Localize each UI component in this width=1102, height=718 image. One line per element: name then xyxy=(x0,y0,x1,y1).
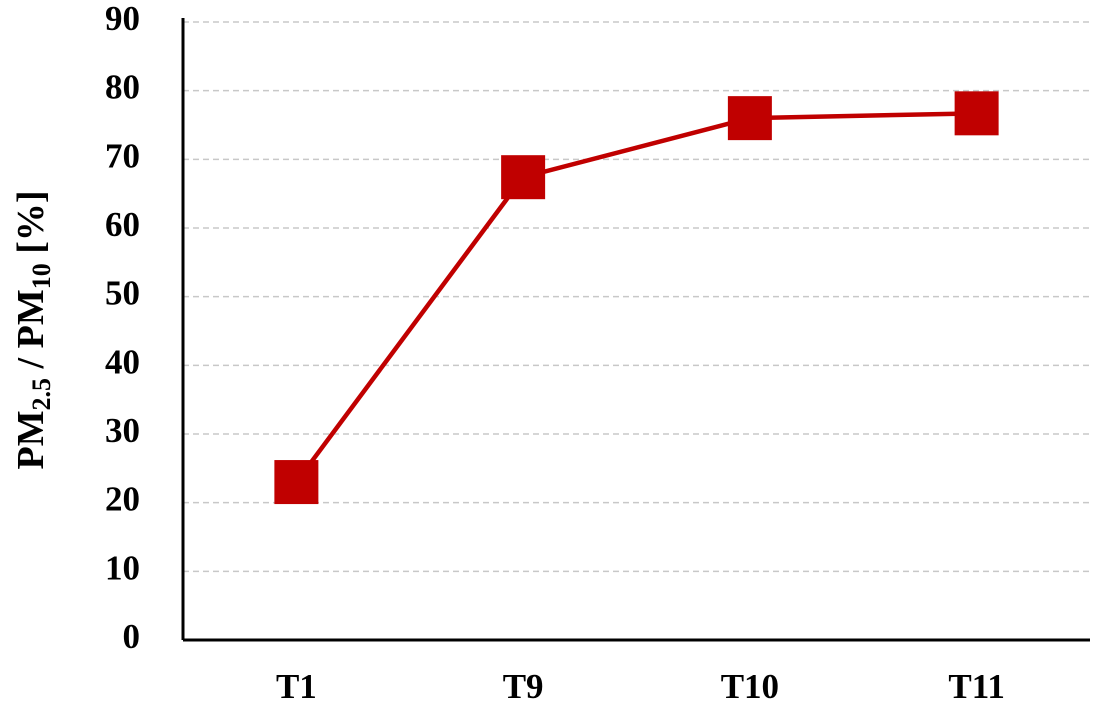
y-tick-label: 20 xyxy=(105,480,140,519)
y-tick-label: 50 xyxy=(105,274,140,313)
y-tick-label: 30 xyxy=(105,411,140,450)
y-tick-label: 60 xyxy=(105,205,140,244)
y-tick-label: 10 xyxy=(105,548,140,587)
marker xyxy=(501,155,546,200)
marker xyxy=(274,460,319,505)
x-tick-label: T11 xyxy=(948,667,1004,706)
y-tick-label: 90 xyxy=(105,0,140,38)
y-tick-label: 80 xyxy=(105,68,140,107)
y-axis-label: PM2.5 / PM10 [%] xyxy=(10,190,56,469)
y-label-subscript: 10 xyxy=(27,263,56,289)
y-label-text: [%] xyxy=(10,190,52,263)
y-label-subscript: 2.5 xyxy=(27,378,56,411)
marker xyxy=(727,96,772,141)
marker xyxy=(954,91,999,136)
x-tick-label: T10 xyxy=(721,667,779,706)
x-tick-label: T1 xyxy=(276,667,317,706)
x-tick-label: T9 xyxy=(503,667,544,706)
y-tick-label: 40 xyxy=(105,342,140,381)
y-label-text: / PM xyxy=(10,289,52,378)
series-line xyxy=(294,111,977,484)
y-label-text: PM xyxy=(10,410,52,469)
y-tick-label: 70 xyxy=(105,136,140,175)
y-tick-label: 0 xyxy=(123,617,141,656)
